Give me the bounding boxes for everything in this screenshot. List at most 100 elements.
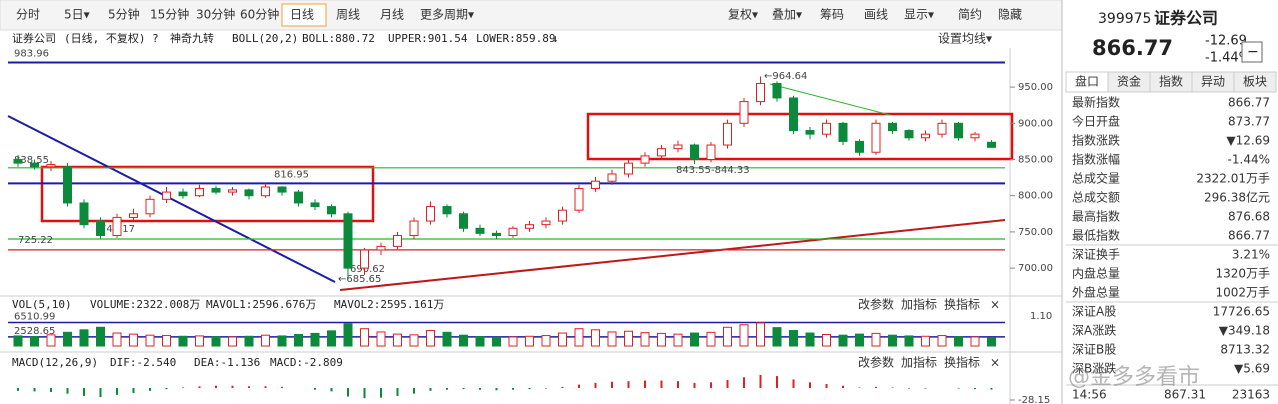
volume-bar [508,336,518,347]
volume-bar [970,336,980,347]
y-tick-label: 6510.99 [14,312,55,323]
collapse-box[interactable] [1241,41,1263,63]
row-value: 17726.65 [1213,305,1270,319]
tab-label[interactable]: 异动 [1201,75,1225,89]
volume-bar [987,337,996,347]
toolbar-button[interactable]: 更多周期▾ [420,8,474,22]
volume-bar [640,332,650,347]
tab-label[interactable]: 板块 [1243,75,1267,89]
chart-header-item: (日线, 不复权) [64,31,146,45]
toolbar-button[interactable]: 画线 [864,8,888,22]
candle-body [211,187,221,193]
panel-button[interactable]: 换指标 [944,297,980,312]
tab[interactable] [1233,71,1277,93]
candle-body [789,97,798,132]
row-label: 外盘总量 [1072,285,1120,300]
volume-bar [574,328,584,347]
candle-body [426,206,435,222]
toolbar-button[interactable]: 30分钟 [196,7,235,22]
volume-bar [888,334,897,347]
candle-body [162,191,171,200]
volume-bar [96,326,105,347]
toolbar-button[interactable]: 简约 [958,7,982,22]
toolbar-button[interactable]: 叠加▾ [772,8,802,22]
chart-header-item: UPPER:901.54 [388,32,468,45]
stock-name: 证券公司 [1154,9,1218,28]
candle-body [987,141,996,148]
row-label: 深证B股 [1072,343,1116,357]
volume-bar [904,335,914,347]
row-label: 总成交额 [1072,190,1120,205]
row-value: 876.68 [1228,210,1270,224]
volume-bar [871,332,881,347]
candle-body [228,189,237,193]
candle-body [459,213,468,229]
row-label: 深A涨跌 [1072,323,1116,338]
panel-button[interactable]: × [990,298,1000,312]
candle-body [657,148,666,157]
volume-bar [228,336,237,347]
candle-body [855,140,864,153]
highlight-box [586,112,1014,161]
candle-body [888,122,897,132]
toolbar-button[interactable]: 显示▾ [904,8,934,22]
collapse-button[interactable]: − [1247,44,1259,60]
tab-label[interactable]: 指数 [1159,74,1183,89]
toolbar-button[interactable]: 5分钟 [108,7,140,22]
chart-header-item: BOLL:880.72 [302,32,375,45]
panel-button[interactable]: 改参数 [858,355,894,370]
volume-bar [921,335,930,347]
candle-body [607,173,617,182]
volume-bar [327,330,336,347]
toolbar-button[interactable]: 15分钟 [150,7,189,22]
candle-body [624,162,633,175]
volume-bar [541,335,551,347]
volume-bar [772,327,782,347]
right-label: 1.10 [1030,311,1052,322]
panel-button[interactable]: 加指标 [901,355,937,370]
candle-body [409,220,419,237]
row-label: 内盘总量 [1072,266,1120,281]
toolbar-button[interactable]: 日线 [290,8,314,22]
volume-header: MAVOL2:2595.161万 [334,298,444,311]
panel-button[interactable]: × [990,356,1000,370]
candle-body [739,101,749,124]
toolbar-button[interactable]: 筹码 [820,8,844,22]
row-value: 866.77 [1228,229,1270,243]
candle-body [195,187,204,197]
volume-bar [178,335,188,347]
candle-body [63,166,72,204]
volume-bar [855,333,864,347]
toolbar-button[interactable]: 复权▾ [728,8,758,22]
panel-button[interactable]: 换指标 [944,355,980,370]
row-value: ▼12.69 [1226,134,1270,148]
volume-bar [310,332,320,347]
volume-bar [723,326,732,347]
toolbar-button[interactable]: 周线 [336,8,360,22]
volume-header: VOL(5,10) [12,298,72,311]
toolbar-button[interactable]: 5日▾ [64,8,90,22]
panel-button[interactable]: 改参数 [858,297,894,312]
candle-body [46,164,56,168]
toolbar-button[interactable]: 隐藏 [998,8,1022,22]
candle-body [30,162,39,168]
candle-body [343,213,353,269]
volume-bar [112,332,122,347]
candle-body [112,216,122,237]
candle-body [327,206,336,215]
toolbar-button[interactable]: 分时 [16,8,40,22]
row-label: 深B涨跌 [1072,361,1116,376]
candle-body [640,155,650,164]
candle-body [921,133,930,139]
row-label: 深证A股 [1072,305,1116,319]
candle-body [805,130,815,135]
tab-label[interactable]: 资金 [1117,74,1141,89]
settings-button[interactable]: 设置均线▾ [938,32,992,46]
volume-bar [954,336,963,347]
chart-header-item: ↓ [552,32,559,45]
chart-header-item: BOLL(20,2) [232,32,298,45]
tab-label[interactable]: 盘口 [1075,74,1099,89]
toolbar-button[interactable]: 月线 [380,8,404,22]
toolbar-button[interactable]: 60分钟 [240,7,279,22]
panel-button[interactable]: 加指标 [901,297,937,312]
